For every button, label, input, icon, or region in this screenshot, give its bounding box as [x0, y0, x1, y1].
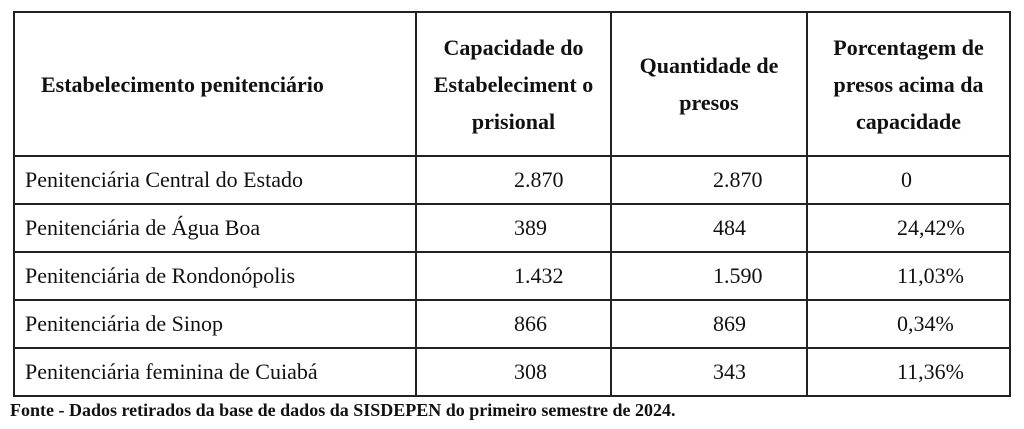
prison-capacity-table-container: Estabelecimento penitenciário Capacidade…: [13, 11, 1011, 397]
cell-prisoners: 2.870: [610, 155, 808, 205]
table-row: Penitenciária de Sinop 866 869 0,34%: [13, 299, 1011, 349]
cell-prisoners: 484: [610, 203, 808, 253]
table-row: Penitenciária de Água Boa 389 484 24,42%: [13, 203, 1011, 253]
cell-capacity: 2.870: [415, 155, 612, 205]
cell-prisoners: 869: [610, 299, 808, 349]
cell-over-capacity: 0,34%: [806, 299, 1011, 349]
cell-establishment: Penitenciária de Rondonópolis: [13, 251, 417, 301]
source-note: Fonte - Dados retirados da base de dados…: [10, 400, 676, 420]
table-row: Penitenciária de Rondonópolis 1.432 1.59…: [13, 251, 1011, 301]
cell-establishment: Penitenciária feminina de Cuiabá: [13, 347, 417, 397]
header-prisoners: Quantidade de presos: [610, 11, 808, 157]
header-establishment: Estabelecimento penitenciário: [13, 11, 417, 157]
cell-capacity: 308: [415, 347, 612, 397]
cell-over-capacity: 24,42%: [806, 203, 1011, 253]
cell-prisoners: 343: [610, 347, 808, 397]
table-row: Penitenciária feminina de Cuiabá 308 343…: [13, 347, 1011, 397]
cell-prisoners: 1.590: [610, 251, 808, 301]
cell-capacity: 1.432: [415, 251, 612, 301]
header-over-capacity: Porcentagem de presos acima da capacidad…: [806, 11, 1011, 157]
prison-capacity-table: Estabelecimento penitenciário Capacidade…: [13, 11, 1011, 397]
cell-establishment: Penitenciária de Água Boa: [13, 203, 417, 253]
header-capacity: Capacidade do Estabeleciment o prisional: [415, 11, 612, 157]
table-header-row: Estabelecimento penitenciário Capacidade…: [13, 11, 1011, 157]
cell-capacity: 389: [415, 203, 612, 253]
cell-over-capacity: 11,03%: [806, 251, 1011, 301]
cell-capacity: 866: [415, 299, 612, 349]
cell-establishment: Penitenciária Central do Estado: [13, 155, 417, 205]
table-row: Penitenciária Central do Estado 2.870 2.…: [13, 155, 1011, 205]
cell-over-capacity: 0: [806, 155, 1011, 205]
cell-over-capacity: 11,36%: [806, 347, 1011, 397]
cell-establishment: Penitenciária de Sinop: [13, 299, 417, 349]
